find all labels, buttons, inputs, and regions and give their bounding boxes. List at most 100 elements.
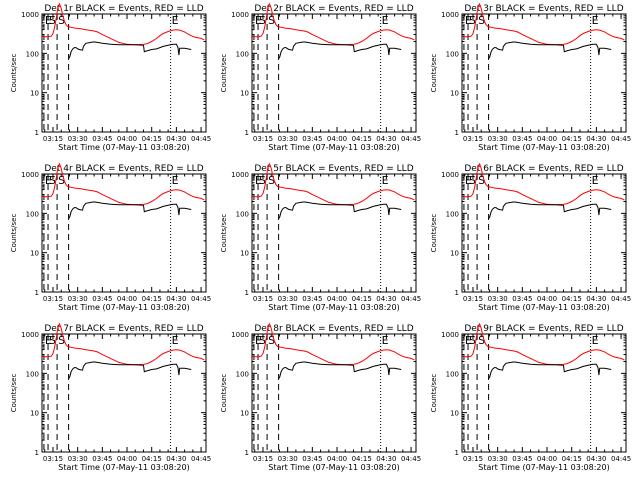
x-tick-label: 04:00 (537, 135, 557, 143)
time-marker-label: E (592, 14, 599, 27)
series-line-lld (42, 322, 205, 366)
time-marker-label: E (382, 334, 389, 347)
x-tick-label: 03:45 (92, 295, 112, 303)
panel-det-3r: Det 3r BLACK = Events, RED = LLD 1 10 100 10… (430, 2, 631, 152)
time-marker-label: E (465, 334, 472, 347)
plot-frame (251, 13, 417, 133)
y-tick-label: 1000 (231, 331, 249, 339)
time-marker-label: S (49, 14, 56, 27)
y-axis-label: Counts/sec (430, 214, 438, 253)
series-line-events (488, 361, 612, 379)
y-tick-label: 100 (236, 370, 249, 378)
x-axis-label: Start Time (07-May-11 03:08:20) (58, 143, 189, 152)
series-line-lld (462, 322, 625, 366)
x-tick-label: 03:15 (463, 455, 483, 463)
time-marker-label: E (382, 14, 389, 27)
panel-title: Det 8r BLACK = Events, RED = LLD (254, 324, 413, 334)
y-axis-label: Counts/sec (220, 54, 228, 93)
panel-title: Det 3r BLACK = Events, RED = LLD (464, 4, 623, 14)
panel-det-1r: Det 1r BLACK = Events, RED = LLD 1 10 100 10… (10, 2, 211, 152)
y-axis-label: Counts/sec (10, 54, 18, 93)
y-tick-label: 10 (30, 90, 39, 98)
y-tick-label: 10 (450, 90, 459, 98)
x-tick-label: 03:45 (512, 135, 532, 143)
panel-det-5r: Det 5r BLACK = Events, RED = LLD 1 10 100 10… (220, 162, 421, 312)
series-line-lld (252, 322, 415, 366)
time-marker-label: S (259, 14, 266, 27)
time-marker-label: S (58, 14, 65, 27)
y-tick-label: 100 (236, 210, 249, 218)
series-line-events (68, 361, 192, 379)
series-line-lld (252, 2, 415, 46)
x-tick-label: 03:45 (302, 135, 322, 143)
time-marker-label: S (478, 334, 485, 347)
series-line-lld (462, 2, 625, 46)
y-tick-label: 1000 (441, 331, 459, 339)
plot-frame (41, 173, 207, 293)
y-tick-label: 10 (240, 90, 249, 98)
x-tick-label: 04:45 (401, 135, 421, 143)
panel-title: Det 9r BLACK = Events, RED = LLD (464, 324, 623, 334)
time-marker-label: E (45, 334, 52, 347)
y-tick-label: 1 (455, 449, 459, 457)
series-line-lld (42, 162, 205, 206)
y-tick-label: 10 (240, 250, 249, 258)
x-tick-label: 04:00 (327, 455, 347, 463)
x-tick-label: 04:45 (611, 455, 631, 463)
series-line-events (278, 361, 402, 379)
x-axis-label: Start Time (07-May-11 03:08:20) (268, 303, 399, 312)
y-axis-label: Counts/sec (10, 214, 18, 253)
time-marker-label: E (45, 174, 52, 187)
x-tick-label: 04:30 (586, 295, 606, 303)
time-marker-label: S (478, 14, 485, 27)
x-tick-label: 04:45 (401, 295, 421, 303)
time-marker-label: S (469, 174, 476, 187)
x-tick-label: 04:30 (166, 455, 186, 463)
x-tick-label: 03:30 (68, 135, 88, 143)
y-axis-label: Counts/sec (220, 374, 228, 413)
x-axis-label: Start Time (07-May-11 03:08:20) (268, 463, 399, 472)
x-tick-label: 04:15 (352, 295, 372, 303)
x-tick-label: 04:30 (586, 455, 606, 463)
time-marker-label: E (465, 174, 472, 187)
x-tick-label: 04:15 (352, 455, 372, 463)
panel-title: Det 6r BLACK = Events, RED = LLD (464, 164, 623, 174)
time-marker-label: S (49, 334, 56, 347)
x-tick-label: 03:30 (488, 295, 508, 303)
y-axis-label: Counts/sec (430, 54, 438, 93)
x-tick-label: 03:45 (302, 295, 322, 303)
x-tick-label: 03:15 (253, 455, 273, 463)
time-marker-label: E (382, 174, 389, 187)
series-line-lld (252, 162, 415, 206)
y-tick-label: 1000 (21, 331, 39, 339)
panel-det-6r: Det 6r BLACK = Events, RED = LLD 1 10 100 10… (430, 162, 631, 312)
y-tick-label: 1000 (441, 171, 459, 179)
plot-frame (461, 173, 627, 293)
x-tick-label: 04:00 (537, 455, 557, 463)
x-tick-label: 04:30 (376, 295, 396, 303)
time-marker-label: S (478, 174, 485, 187)
x-tick-label: 04:00 (327, 295, 347, 303)
y-axis-label: Counts/sec (430, 374, 438, 413)
x-tick-label: 04:15 (142, 135, 162, 143)
plot-frame (41, 333, 207, 453)
y-tick-label: 100 (446, 210, 459, 218)
series-line-events (68, 41, 192, 59)
y-tick-label: 10 (450, 410, 459, 418)
x-tick-label: 03:30 (488, 455, 508, 463)
y-tick-label: 100 (236, 50, 249, 58)
x-tick-label: 03:30 (278, 455, 298, 463)
x-tick-label: 04:45 (611, 295, 631, 303)
time-marker-label: S (58, 334, 65, 347)
series-line-lld (42, 2, 205, 46)
y-tick-label: 1 (245, 129, 249, 137)
y-tick-label: 1 (455, 129, 459, 137)
panel-title: Det 4r BLACK = Events, RED = LLD (44, 164, 203, 174)
time-marker-label: S (58, 174, 65, 187)
y-tick-label: 1000 (231, 11, 249, 19)
y-tick-label: 10 (30, 250, 39, 258)
y-tick-label: 10 (450, 250, 459, 258)
y-tick-label: 100 (446, 370, 459, 378)
x-tick-label: 03:30 (68, 295, 88, 303)
